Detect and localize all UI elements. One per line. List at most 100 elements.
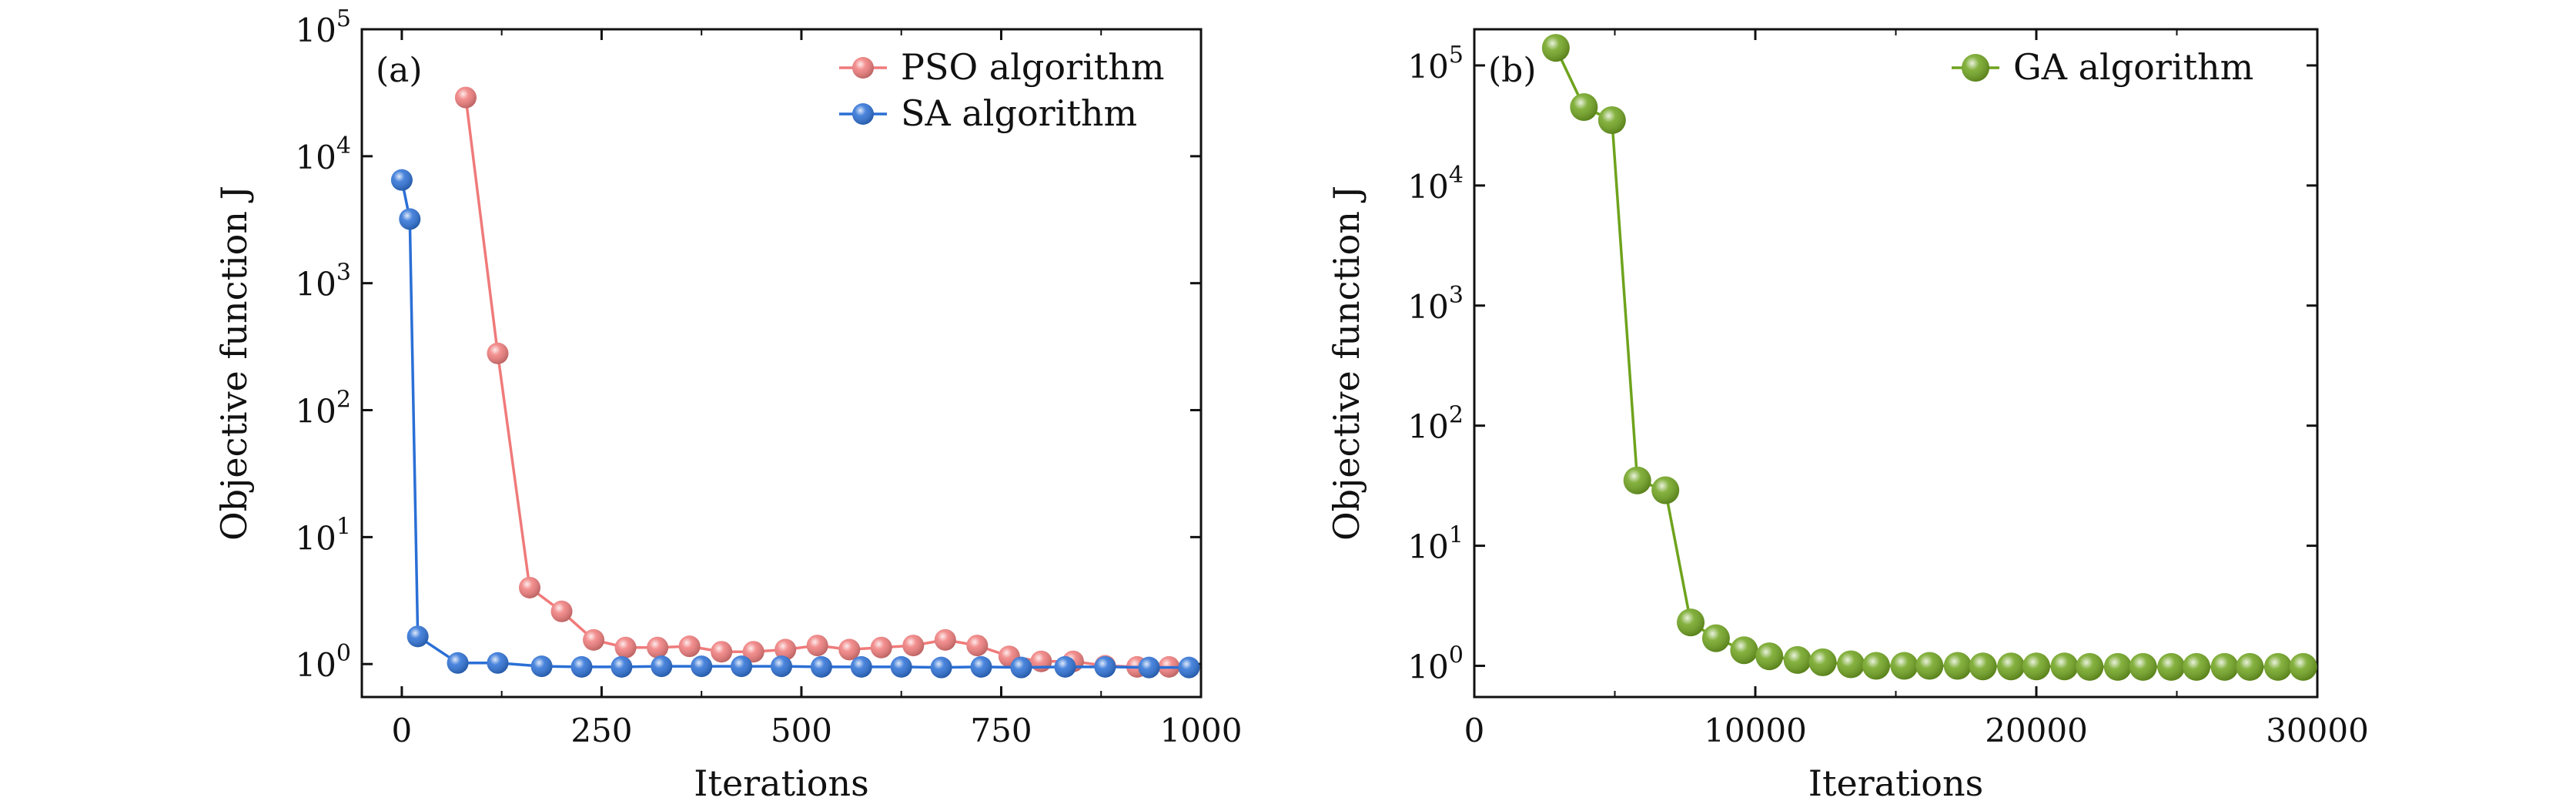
plot-frame — [360, 28, 1203, 699]
data-point-shine — [966, 635, 989, 657]
data-point-shine — [1730, 636, 1758, 665]
data-point-shine — [934, 628, 956, 651]
data-point-shine — [583, 628, 605, 651]
y-axis-label: Objective function J — [213, 186, 255, 541]
panel-a: 0 250 500 750 1000 100 101 102 103 104 105 Iteratio… — [213, 5, 1242, 804]
data-point-shine — [810, 655, 832, 678]
data-point-shine — [399, 208, 421, 230]
data-point-shine — [838, 638, 861, 661]
data-point-shine — [487, 342, 509, 364]
panel-label: (a) — [376, 51, 423, 90]
panel-label: (b) — [1488, 51, 1537, 90]
data-point-shine — [806, 635, 828, 657]
data-point-shine — [2157, 652, 2186, 681]
data-point-shine — [1570, 93, 1598, 122]
data-point-shine — [731, 655, 753, 678]
data-point-shine — [771, 655, 792, 678]
data-point-shine — [1597, 106, 1626, 135]
data-point-shine — [1030, 650, 1052, 672]
y-tick-label: 104 — [295, 132, 351, 176]
data-point-shine — [1010, 656, 1032, 679]
x-tick-label: 250 — [570, 712, 632, 749]
data-point-shine — [530, 655, 553, 678]
data-point-shine — [570, 655, 593, 678]
y-tick-label: 101 — [295, 513, 351, 557]
data-point-shine — [1837, 650, 1865, 679]
data-point-shine — [1969, 652, 1997, 681]
data-point-shine — [711, 641, 733, 663]
data-point-shine — [1943, 652, 1972, 680]
x-tick-label: 1000 — [1160, 712, 1243, 749]
data-point-shine — [1862, 652, 1890, 680]
data-point-shine — [678, 635, 701, 658]
data-point-shine — [550, 600, 573, 622]
legend-label: SA algorithm — [901, 92, 1137, 134]
y-tick-label: 103 — [1407, 282, 1464, 326]
x-tick-label: 0 — [392, 712, 413, 749]
data-point-shine — [447, 652, 469, 674]
data-point-shine — [1138, 656, 1160, 679]
y-tick-label: 101 — [1407, 522, 1464, 566]
data-point-shine — [487, 652, 509, 674]
y-tick-label: 100 — [1407, 642, 1464, 686]
legend-marker-shine — [1962, 54, 1989, 82]
data-point-shine — [890, 655, 912, 678]
data-point-shine — [970, 655, 992, 678]
x-tick-label: 0 — [1464, 712, 1485, 749]
y-axis-label: Objective function J — [1326, 186, 1367, 541]
data-point-shine — [1677, 608, 1705, 637]
data-point-shine — [1997, 652, 2026, 681]
y-tick-label: 102 — [295, 387, 351, 431]
data-point-shine — [902, 635, 925, 657]
data-point-shine — [1094, 655, 1116, 678]
x-tick-label: 750 — [970, 712, 1032, 749]
data-point-shine — [2022, 652, 2050, 681]
x-tick-label: 10000 — [1704, 712, 1807, 749]
y-tick-label: 105 — [1407, 42, 1464, 85]
data-point-shine — [930, 656, 952, 679]
y-tick-label: 100 — [295, 640, 351, 684]
data-point-shine — [2263, 652, 2292, 681]
panel-b: 0 10000 20000 30000 100 101 102 103 104 105 Iterat… — [1326, 28, 2369, 804]
data-point-shine — [390, 169, 413, 191]
plot-frame — [1473, 28, 2319, 699]
data-point-shine — [1651, 476, 1680, 504]
data-point-shine — [651, 655, 673, 678]
data-point-shine — [611, 655, 633, 678]
data-point-shine — [850, 655, 872, 678]
data-point-shine — [1783, 645, 1812, 674]
data-point-shine — [774, 638, 797, 661]
series-line — [400, 179, 1189, 669]
x-axis-label: Iterations — [694, 762, 868, 804]
data-point-shine — [519, 576, 540, 598]
series-line — [1554, 47, 2303, 669]
data-point-shine — [1541, 34, 1570, 62]
data-point-shine — [406, 625, 429, 648]
legend-label: PSO algorithm — [901, 46, 1165, 88]
y-tick-label: 105 — [295, 5, 351, 49]
x-tick-label: 500 — [771, 712, 832, 749]
y-tick-label: 104 — [1407, 162, 1464, 206]
data-point-shine — [742, 641, 764, 663]
data-point-shine — [1915, 652, 1944, 680]
data-point-shine — [454, 86, 477, 109]
legend-marker-shine — [852, 57, 874, 79]
series-line — [464, 97, 1169, 669]
data-point-shine — [2236, 652, 2264, 681]
data-point-shine — [647, 636, 669, 659]
data-point-shine — [1054, 655, 1076, 678]
y-tick-label: 102 — [1407, 402, 1464, 446]
data-point-shine — [691, 655, 713, 678]
data-point-shine — [1701, 624, 1730, 652]
data-point-shine — [2050, 652, 2079, 681]
data-point-shine — [1755, 642, 1784, 671]
data-point-shine — [1623, 466, 1651, 494]
data-point-shine — [2210, 652, 2239, 681]
data-point-shine — [1178, 656, 1200, 679]
data-point-shine — [2289, 652, 2317, 681]
x-tick-label: 30000 — [2266, 712, 2369, 749]
y-tick-label: 103 — [295, 260, 351, 303]
legend-label: GA algorithm — [2013, 46, 2253, 88]
x-axis-label: Iterations — [1808, 762, 1983, 804]
